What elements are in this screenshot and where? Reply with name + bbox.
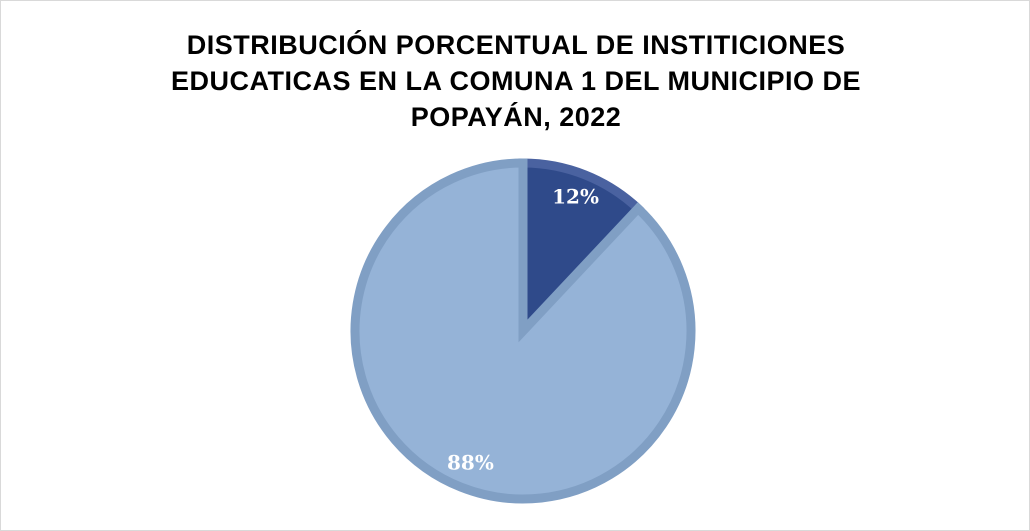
data-label: 88% (447, 450, 494, 474)
pie-slice (350, 158, 696, 504)
data-label: 12% (552, 185, 599, 209)
chart-title: DISTRIBUCIÓN PORCENTUAL DE INSTITICIONES… (170, 30, 862, 132)
pie-slice (518, 158, 645, 343)
